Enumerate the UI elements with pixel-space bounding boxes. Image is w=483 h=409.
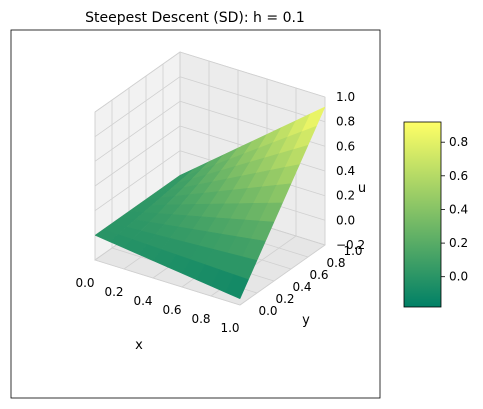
y-tick-label: 0.8 [326,256,345,270]
surface-plot [94,106,326,300]
x-tick-label: 0.4 [133,294,152,308]
gridline-floor-y [94,259,241,306]
axes-frame [10,29,381,399]
colorbar [403,121,442,308]
colorbar-tick-label: 0.0 [449,270,468,284]
x-axis-label: x [135,338,143,353]
z-tick-label: 1.0 [336,90,355,104]
colorbar-tick-label: 0.4 [449,203,468,217]
x-tick-label: 0.8 [191,312,210,326]
gridline-back-z [179,76,326,123]
x-tick-label: 0.2 [104,285,123,299]
z-tick-label: −0.2 [336,238,365,252]
colorbar-tick-label: 0.2 [449,236,468,250]
axis-ticks: 0.00.20.40.60.81.00.00.20.40.60.81.0−0.2… [75,90,365,335]
z-tick-label: 0.2 [336,189,355,203]
gridline-side-z [94,51,181,113]
x-tick-label: 0.6 [162,303,181,317]
x-tick-label: 0.0 [75,276,94,290]
z-tick-label: 0.8 [336,115,355,129]
gridline-side-z [94,76,181,138]
y-tick-label: 0.6 [309,268,328,282]
z-tick-label: 0.6 [336,139,355,153]
surface-cell [225,274,249,300]
y-tick-label: 0.4 [292,280,311,294]
z-tick-label: 0.4 [336,164,355,178]
gridline-floor-x [239,244,326,306]
colorbar-tick-label: 0.6 [449,169,468,183]
gridline-side-z [94,150,181,212]
y-tick-label: 0.0 [258,304,277,318]
z-tick-label: 0.0 [336,213,355,227]
y-tick-label: 1.0 [343,244,362,258]
x-tick-label: 1.0 [220,321,239,335]
colorbar-tick-label: 0.8 [449,135,468,149]
y-tick-label: 0.2 [275,292,294,306]
colorbar-ticks: 0.0 0.2 0.4 0.6 0.8 [441,135,468,284]
y-axis-label: y [302,313,310,328]
z-axis-label: u [358,181,366,196]
gridline-side-z [94,125,181,187]
gridline-side-z [94,100,181,162]
chart-title: Steepest Descent (SD): h = 0.1 [85,10,305,26]
gridline-back-z [179,51,326,98]
